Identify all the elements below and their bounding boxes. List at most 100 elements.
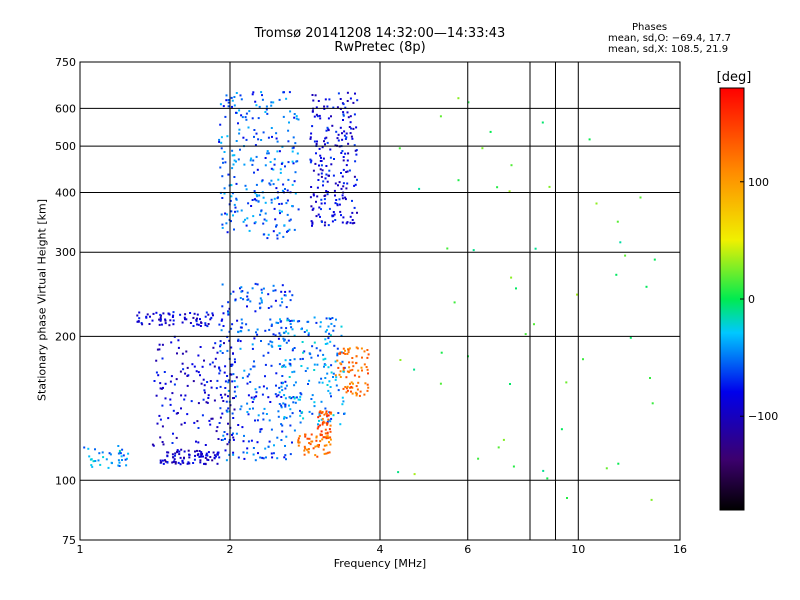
data-point: [282, 337, 285, 340]
data-point: [243, 457, 246, 460]
data-point: [288, 91, 291, 94]
data-point: [108, 452, 111, 455]
data-point: [650, 498, 653, 501]
data-point: [325, 444, 328, 447]
data-point: [255, 331, 257, 334]
colorbar-tick-label: 0: [748, 293, 755, 306]
data-point: [309, 158, 312, 161]
data-point: [303, 453, 306, 456]
data-point: [258, 302, 261, 305]
data-point: [321, 146, 324, 149]
data-point: [285, 458, 287, 461]
data-point: [164, 318, 167, 321]
data-point: [252, 453, 255, 456]
data-point: [324, 432, 327, 435]
data-point: [219, 385, 222, 388]
data-point: [345, 387, 348, 390]
data-point: [319, 160, 322, 162]
data-point: [320, 156, 322, 159]
data-point: [282, 402, 285, 405]
data-point: [271, 456, 274, 459]
data-point: [351, 222, 354, 225]
data-point: [263, 407, 266, 410]
data-point: [221, 318, 224, 321]
data-point: [312, 207, 315, 210]
data-point: [284, 445, 286, 447]
data-point: [327, 337, 330, 340]
data-point: [88, 455, 91, 458]
data-point: [282, 381, 284, 384]
data-point: [221, 283, 224, 286]
data-point: [247, 394, 250, 397]
data-point: [267, 152, 270, 155]
data-point: [291, 294, 294, 297]
data-point: [315, 200, 317, 203]
data-point: [440, 351, 443, 354]
data-point: [138, 311, 141, 314]
data-point: [328, 428, 331, 431]
data-point: [339, 351, 342, 354]
data-point: [281, 161, 284, 164]
data-point: [542, 469, 545, 472]
data-point: [275, 225, 277, 228]
data-point: [247, 126, 250, 129]
data-point: [304, 433, 307, 436]
data-point: [124, 458, 127, 461]
data-point: [155, 311, 158, 314]
data-point: [318, 444, 320, 446]
data-point: [184, 394, 187, 397]
data-point: [270, 428, 273, 431]
colorbar-tick-label: 100: [748, 176, 769, 189]
data-point: [340, 152, 343, 154]
data-point: [342, 352, 345, 355]
data-point: [356, 388, 359, 391]
data-point: [279, 344, 282, 347]
data-point: [197, 402, 200, 405]
data-point: [162, 462, 165, 465]
data-point: [292, 401, 295, 404]
data-point: [351, 137, 354, 140]
data-point: [240, 114, 243, 117]
data-point: [279, 212, 281, 215]
data-point: [299, 421, 302, 424]
data-point: [197, 427, 200, 429]
data-point: [121, 459, 123, 461]
data-point: [324, 377, 327, 379]
data-point: [320, 430, 323, 433]
data-point: [207, 459, 210, 461]
data-point: [309, 443, 312, 446]
data-point: [228, 453, 231, 456]
data-point: [231, 99, 234, 102]
data-point: [280, 404, 283, 407]
data-point: [349, 382, 351, 385]
data-point: [244, 116, 247, 119]
data-point: [169, 319, 172, 322]
data-point: [334, 144, 337, 147]
data-point: [287, 140, 290, 143]
data-point: [284, 380, 287, 383]
data-point: [152, 312, 155, 315]
data-point: [164, 459, 166, 462]
data-point: [246, 411, 249, 413]
data-point: [223, 371, 226, 374]
data-point: [316, 186, 319, 189]
data-point: [146, 313, 149, 316]
y-tick-label: 750: [55, 56, 76, 69]
data-point: [339, 376, 342, 378]
x-axis-label: Frequency [MHz]: [280, 557, 480, 570]
data-point: [196, 420, 199, 423]
data-point: [290, 326, 293, 329]
data-point: [337, 92, 340, 95]
data-point: [235, 160, 237, 163]
data-point: [311, 94, 314, 96]
data-point: [255, 395, 258, 398]
data-point: [236, 319, 239, 322]
data-point: [351, 199, 353, 202]
data-point: [311, 345, 314, 348]
data-point: [645, 285, 648, 288]
data-point: [339, 107, 342, 110]
chart-subtitle: RwPretec (8p): [334, 40, 426, 55]
data-point: [200, 451, 203, 454]
data-point: [343, 134, 346, 137]
data-point: [285, 435, 288, 438]
